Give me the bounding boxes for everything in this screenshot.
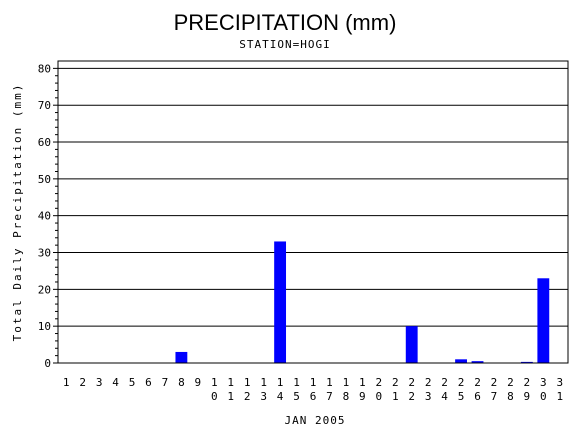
bar (175, 351, 188, 363)
x-tick-label: 3 (425, 390, 432, 403)
x-tick-label: 1 (359, 376, 366, 389)
x-tick-label: 6 (310, 390, 317, 403)
y-tick-label: 40 (38, 210, 51, 223)
x-tick-label: 2 (408, 376, 415, 389)
bar (405, 326, 418, 363)
plot-frame (57, 60, 569, 364)
x-tick-label: 1 (277, 376, 284, 389)
x-tick-label: 3 (556, 376, 563, 389)
x-tick-label: 0 (375, 390, 382, 403)
bars (175, 241, 550, 363)
x-tick-label: 8 (178, 376, 185, 389)
x-tick-label: 0 (211, 390, 218, 403)
x-tick-label: 1 (556, 390, 563, 403)
y-tick-label: 70 (38, 99, 51, 112)
x-tick-label: 4 (441, 390, 448, 403)
bar (274, 241, 287, 363)
x-tick-label: 1 (211, 376, 218, 389)
y-tick-label: 50 (38, 173, 51, 186)
x-tick-label: 0 (540, 390, 547, 403)
y-tick-label: 10 (38, 320, 51, 333)
x-tick-label: 2 (474, 376, 481, 389)
x-tick-label: 8 (507, 390, 514, 403)
x-tick-label: 1 (63, 376, 70, 389)
x-tick-label: 9 (195, 376, 202, 389)
x-tick-label: 7 (491, 390, 498, 403)
y-tick-label: 30 (38, 247, 51, 260)
y-tick-label: 60 (38, 136, 51, 149)
x-tick-label: 7 (162, 376, 169, 389)
x-tick-label: 1 (343, 376, 350, 389)
x-tick-label: 5 (458, 390, 465, 403)
bar (520, 361, 533, 363)
x-tick-label: 6 (474, 390, 481, 403)
x-tick-label: 4 (112, 376, 119, 389)
x-tick-label: 3 (260, 390, 267, 403)
x-tick-label: 1 (244, 376, 251, 389)
x-tick-label: 1 (392, 390, 399, 403)
x-tick-label: 9 (359, 390, 366, 403)
x-tick-label: 2 (408, 390, 415, 403)
x-tick-label: 6 (145, 376, 152, 389)
x-tick-label: 2 (244, 390, 251, 403)
y-axis-ticks: 0 10 20 30 40 50 60 70 80 (38, 62, 58, 370)
x-tick-label: 5 (129, 376, 136, 389)
y-tick-label: 80 (38, 62, 51, 75)
x-tick-label: 2 (375, 376, 382, 389)
x-tick-label: 3 (540, 376, 547, 389)
x-tick-label: 2 (392, 376, 399, 389)
x-tick-label: 2 (507, 376, 514, 389)
x-tick-label: 2 (441, 376, 448, 389)
y-tick-label: 20 (38, 283, 51, 296)
x-tick-label: 7 (326, 390, 333, 403)
bar (537, 278, 550, 363)
x-tick-label: 2 (524, 376, 531, 389)
x-tick-label: 2 (79, 376, 86, 389)
y-axis-label: Total Daily Precipitation (mm) (11, 83, 24, 342)
gridlines (58, 67, 568, 327)
bar (471, 361, 484, 363)
y-tick-label: 0 (44, 357, 51, 370)
chart-title: PRECIPITATION (mm) (174, 10, 397, 35)
x-axis-label: JAN 2005 (285, 414, 346, 427)
x-tick-label: 2 (425, 376, 432, 389)
x-tick-label: 1 (260, 376, 267, 389)
x-tick-label: 1 (293, 376, 300, 389)
x-tick-label: 8 (343, 390, 350, 403)
chart-subtitle: STATION=HOGI (239, 38, 330, 51)
x-tick-label: 1 (310, 376, 317, 389)
x-axis-ticks: 1 2 3 4 5 6 7 8 9 1011121314151617181920212223242… (63, 376, 563, 403)
x-tick-label: 2 (491, 376, 498, 389)
x-tick-label: 1 (326, 376, 333, 389)
x-tick-label: 3 (96, 376, 103, 389)
x-tick-label: 4 (277, 390, 284, 403)
x-tick-label: 9 (524, 390, 531, 403)
bar (455, 359, 467, 363)
x-tick-label: 5 (293, 390, 300, 403)
x-tick-label: 1 (227, 376, 234, 389)
x-tick-label: 2 (458, 376, 465, 389)
x-tick-label: 1 (227, 390, 234, 403)
